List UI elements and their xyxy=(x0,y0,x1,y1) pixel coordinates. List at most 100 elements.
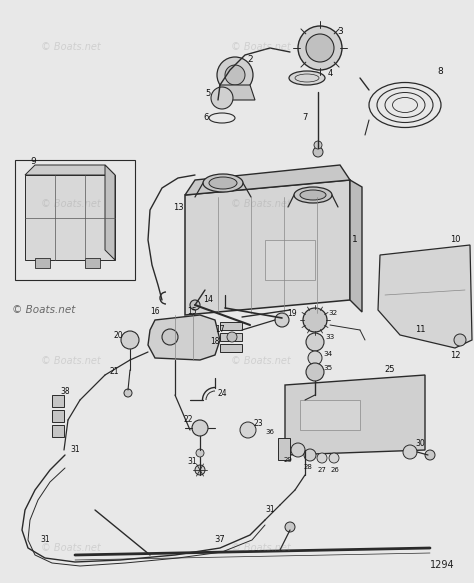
Text: 19: 19 xyxy=(287,308,297,318)
Text: © Boats.net: © Boats.net xyxy=(41,41,101,52)
Polygon shape xyxy=(185,180,350,315)
Text: 11: 11 xyxy=(415,325,425,335)
Text: 34: 34 xyxy=(323,351,333,357)
Circle shape xyxy=(298,26,342,70)
Text: 1294: 1294 xyxy=(430,560,455,570)
Text: 31: 31 xyxy=(187,458,197,466)
Text: 21: 21 xyxy=(109,367,119,377)
Text: 13: 13 xyxy=(173,203,183,212)
Bar xyxy=(15,160,135,280)
Text: 12: 12 xyxy=(450,350,460,360)
Polygon shape xyxy=(148,315,220,360)
Circle shape xyxy=(240,422,256,438)
Text: 38: 38 xyxy=(60,388,70,396)
Text: 16: 16 xyxy=(150,307,160,317)
Bar xyxy=(300,400,360,430)
Text: 9: 9 xyxy=(30,157,36,167)
Text: 31: 31 xyxy=(40,536,50,545)
Text: 23: 23 xyxy=(253,420,263,429)
Circle shape xyxy=(306,333,324,351)
Circle shape xyxy=(121,331,139,349)
Bar xyxy=(52,395,64,407)
Text: 24: 24 xyxy=(217,388,227,398)
Text: 15: 15 xyxy=(187,307,197,317)
Polygon shape xyxy=(35,258,50,268)
Circle shape xyxy=(303,308,327,332)
Circle shape xyxy=(190,300,200,310)
Ellipse shape xyxy=(289,71,325,85)
Ellipse shape xyxy=(300,190,326,200)
Bar xyxy=(220,322,242,330)
Circle shape xyxy=(314,141,322,149)
Polygon shape xyxy=(25,165,115,175)
Text: 26: 26 xyxy=(330,467,339,473)
Text: 18: 18 xyxy=(210,338,220,346)
Polygon shape xyxy=(285,375,425,455)
Circle shape xyxy=(195,465,205,475)
Ellipse shape xyxy=(294,187,332,203)
Circle shape xyxy=(124,389,132,397)
Bar xyxy=(265,240,315,280)
Circle shape xyxy=(217,57,253,93)
Circle shape xyxy=(403,445,417,459)
Circle shape xyxy=(308,351,322,365)
Circle shape xyxy=(304,449,316,461)
Text: 35: 35 xyxy=(323,365,333,371)
Text: 5: 5 xyxy=(205,89,210,97)
Text: 33: 33 xyxy=(325,334,335,340)
Circle shape xyxy=(313,147,323,157)
Ellipse shape xyxy=(209,177,237,189)
Polygon shape xyxy=(185,165,350,195)
Circle shape xyxy=(285,522,295,532)
Text: 32: 32 xyxy=(328,310,337,316)
Circle shape xyxy=(425,450,435,460)
Polygon shape xyxy=(378,245,472,348)
Circle shape xyxy=(225,65,245,85)
Text: 27: 27 xyxy=(318,467,327,473)
Circle shape xyxy=(291,443,305,457)
Text: 20: 20 xyxy=(113,331,123,339)
Text: 28: 28 xyxy=(303,464,312,470)
Text: 4: 4 xyxy=(328,68,333,78)
Circle shape xyxy=(306,34,334,62)
Text: 8: 8 xyxy=(437,68,443,76)
Polygon shape xyxy=(215,85,255,100)
Text: 29: 29 xyxy=(283,457,292,463)
Text: 31: 31 xyxy=(70,445,80,455)
Circle shape xyxy=(317,453,327,463)
Text: 37: 37 xyxy=(215,536,225,545)
Text: 25: 25 xyxy=(385,366,395,374)
Text: 30: 30 xyxy=(415,438,425,448)
Text: 22: 22 xyxy=(183,416,193,424)
Polygon shape xyxy=(25,175,115,260)
Text: © Boats.net: © Boats.net xyxy=(12,305,75,315)
Bar xyxy=(220,344,242,352)
Text: 3: 3 xyxy=(337,27,343,37)
Text: © Boats.net: © Boats.net xyxy=(231,543,291,553)
Text: 17: 17 xyxy=(215,325,225,335)
Text: 2: 2 xyxy=(247,55,253,65)
Text: 31: 31 xyxy=(265,505,275,515)
Bar xyxy=(52,410,64,422)
Circle shape xyxy=(275,313,289,327)
Polygon shape xyxy=(85,258,100,268)
Circle shape xyxy=(211,87,233,109)
Text: 10: 10 xyxy=(450,236,460,244)
Text: 36: 36 xyxy=(265,429,274,435)
Bar xyxy=(220,333,242,341)
Bar xyxy=(278,438,290,460)
Circle shape xyxy=(306,363,324,381)
Text: © Boats.net: © Boats.net xyxy=(231,41,291,52)
Text: 1: 1 xyxy=(352,236,358,244)
Text: 6: 6 xyxy=(203,114,209,122)
Text: © Boats.net: © Boats.net xyxy=(231,356,291,367)
Text: 14: 14 xyxy=(203,296,213,304)
Bar xyxy=(52,425,64,437)
Circle shape xyxy=(192,420,208,436)
Text: © Boats.net: © Boats.net xyxy=(41,543,101,553)
Circle shape xyxy=(162,329,178,345)
Circle shape xyxy=(329,453,339,463)
Circle shape xyxy=(227,332,237,342)
Circle shape xyxy=(454,334,466,346)
Circle shape xyxy=(196,449,204,457)
